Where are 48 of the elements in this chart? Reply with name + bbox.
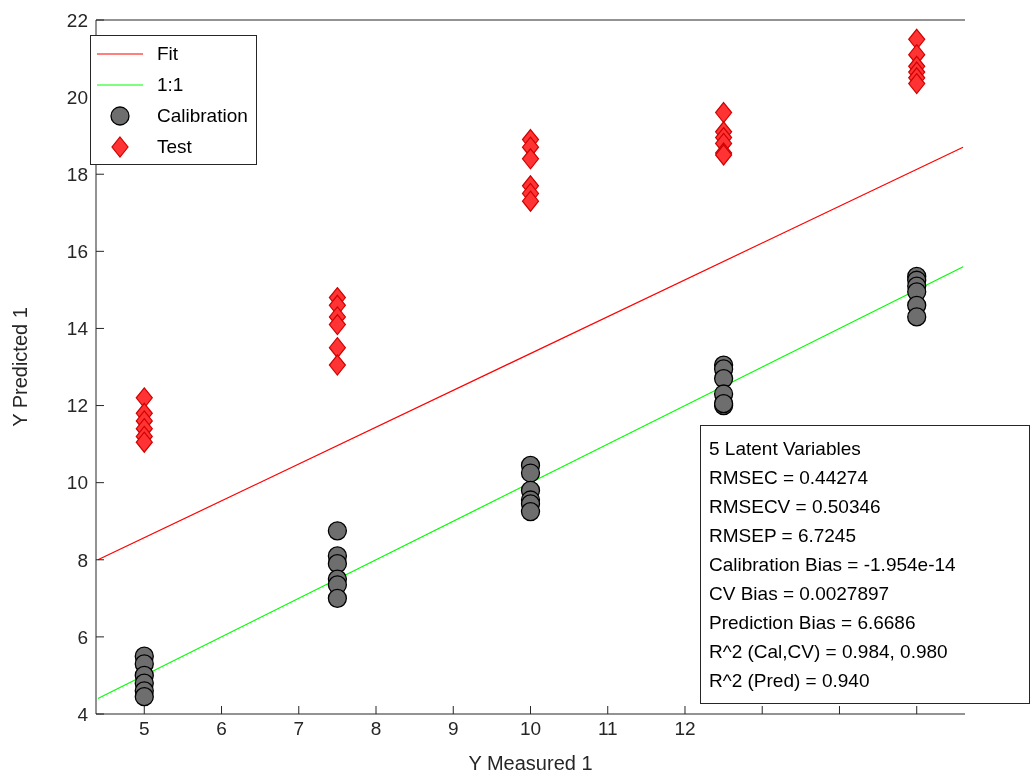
annotation: Calibration Bias = -1.954e-14 bbox=[709, 553, 957, 577]
x-tick-label: 5 bbox=[138, 718, 150, 740]
y-tick-label: 18 bbox=[66, 163, 88, 185]
y-axis-title: Y Predicted 1 bbox=[9, 307, 32, 427]
point bbox=[520, 463, 541, 483]
legend-label: Fit bbox=[157, 42, 179, 65]
y-tick-label: 6 bbox=[77, 626, 88, 648]
legend-label: Calibration bbox=[157, 104, 248, 127]
point bbox=[908, 28, 926, 50]
y-tick-label: 8 bbox=[77, 549, 88, 571]
point bbox=[327, 588, 348, 608]
x-tick-label: 11 bbox=[597, 718, 618, 740]
legend-label: Test bbox=[157, 135, 192, 158]
point bbox=[328, 313, 346, 336]
annotation: RMSEC = 0.44274 bbox=[709, 466, 869, 490]
y-tick-label: 12 bbox=[66, 395, 88, 417]
x-tick-label: 12 bbox=[674, 718, 696, 740]
point bbox=[521, 148, 540, 170]
y-tick-label: 10 bbox=[66, 472, 88, 494]
point bbox=[715, 101, 733, 124]
y-tick-label: 16 bbox=[66, 241, 88, 263]
y-tick-label: 22 bbox=[66, 9, 88, 31]
y-tick-label: 14 bbox=[66, 318, 89, 340]
x-tick-label: 7 bbox=[293, 718, 305, 740]
point bbox=[908, 73, 926, 95]
annotation: RMSEP = 6.7245 bbox=[709, 524, 857, 548]
annotation: R^2 (Pred) = 0.940 bbox=[709, 669, 871, 693]
x-tick-label: 8 bbox=[370, 718, 382, 740]
point bbox=[327, 521, 348, 541]
x-axis-title: Y Measured 1 bbox=[468, 752, 593, 774]
point bbox=[328, 354, 346, 376]
point bbox=[328, 337, 346, 359]
point bbox=[135, 431, 153, 453]
point bbox=[134, 687, 154, 707]
annotation: 5 Latent Variables bbox=[709, 437, 862, 461]
x-tick-label: 10 bbox=[519, 718, 542, 740]
y-tick-label: 20 bbox=[66, 86, 88, 108]
annotation: CV Bias = 0.0027897 bbox=[709, 582, 891, 606]
point bbox=[520, 501, 541, 522]
legend-label: 1:1 bbox=[157, 73, 184, 96]
annotation: R^2 (Cal,CV) = 0.984, 0.980 bbox=[709, 640, 949, 664]
x-tick-label: 6 bbox=[216, 718, 227, 740]
point bbox=[521, 190, 540, 212]
point bbox=[907, 307, 927, 327]
annotation: Prediction Bias = 6.6686 bbox=[709, 611, 917, 635]
x-tick-label: 9 bbox=[447, 718, 459, 740]
annotation: RMSECV = 0.50346 bbox=[709, 495, 882, 519]
y-tick-label: 4 bbox=[77, 703, 89, 725]
